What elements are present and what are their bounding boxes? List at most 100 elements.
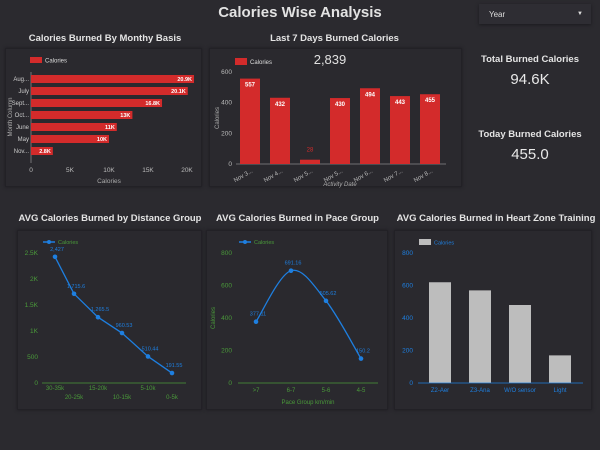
y-tick-label: Nov... <box>14 149 30 155</box>
x-tick-label: Nov 3... <box>233 168 254 184</box>
x-tick-label: Nov 5... <box>293 168 314 184</box>
legend-label: Calories <box>45 59 67 65</box>
data-point <box>95 314 101 320</box>
legend-marker <box>243 240 247 244</box>
data-point <box>323 298 329 304</box>
data-label: 191.55 <box>166 363 183 369</box>
y-tick-label: 800 <box>402 250 413 257</box>
x-tick-label: 10-15k <box>113 395 132 401</box>
y-tick-label: 0 <box>228 380 232 387</box>
x-tick-label: 15K <box>142 167 154 174</box>
y-tick-label: Sept... <box>12 101 30 107</box>
pace-chart-panel <box>206 230 388 410</box>
total-burned-value: 94.6K <box>510 71 550 88</box>
legend-label: Calories <box>434 241 454 247</box>
legend-swatch <box>235 58 247 65</box>
data-label: 2.8K <box>39 149 51 155</box>
data-point <box>145 354 151 359</box>
bar <box>330 98 350 164</box>
x-tick-label: W/O sensor <box>504 388 536 394</box>
legend-label: Calories <box>254 240 274 246</box>
x-tick-label: 10K <box>103 167 115 174</box>
legend-swatch <box>30 57 42 63</box>
x-tick-label: Z3-Ana <box>470 388 490 394</box>
bar <box>360 88 380 164</box>
y-tick-label: 400 <box>402 315 413 322</box>
bar <box>420 94 440 164</box>
y-tick-label: 400 <box>221 100 232 107</box>
data-label: 432 <box>275 102 286 108</box>
data-label: 430 <box>335 102 346 108</box>
y-tick-label: 600 <box>402 283 413 290</box>
y-tick-label: 500 <box>27 354 38 361</box>
y-tick-label: 800 <box>221 250 232 257</box>
data-point <box>71 291 77 297</box>
data-label: 20.9K <box>177 77 192 83</box>
page-title: Calories Wise Analysis <box>218 4 382 21</box>
bar <box>509 305 531 383</box>
bar <box>390 96 410 164</box>
x-tick-label: Light <box>553 388 566 394</box>
y-tick-label: 1.5K <box>25 302 39 309</box>
x-tick-label: 0 <box>29 167 33 174</box>
y-tick-label: 600 <box>221 69 232 76</box>
x-tick-label: Z2-Aer <box>431 388 449 394</box>
data-label: 691.16 <box>285 261 302 267</box>
bar <box>31 99 163 107</box>
x-tick-label: 5-6 <box>322 388 331 394</box>
data-point <box>119 330 125 336</box>
x-tick-label: Nov 7... <box>383 168 404 184</box>
caret-down-icon: ▼ <box>577 11 583 17</box>
year-filter-dropdown[interactable]: Year ▼ <box>479 4 591 24</box>
y-tick-label: May <box>18 137 29 143</box>
data-label: 2,427 <box>50 247 64 253</box>
x-tick-label: 0-5k <box>166 395 179 401</box>
y-axis-title: Calories <box>211 307 217 329</box>
y-tick-label: 200 <box>221 348 232 355</box>
total-burned-label: Total Burned Calories <box>480 54 579 65</box>
data-label: 16.8K <box>145 101 160 107</box>
x-tick-label: 20-25k <box>65 395 84 401</box>
y-axis-title: Month Column <box>8 97 14 136</box>
y-tick-label: July <box>18 89 29 95</box>
bar <box>300 159 320 164</box>
x-tick-label: >7 <box>253 388 261 394</box>
x-tick-label: 30-35k <box>46 386 65 392</box>
x-tick-label: 20K <box>181 167 193 174</box>
today-burned-value: 455.0 <box>511 146 549 163</box>
today-burned-label: Today Burned Calories <box>478 129 582 140</box>
data-point <box>169 370 175 376</box>
bar <box>240 78 260 164</box>
bar <box>469 290 491 383</box>
x-axis-title: Calories <box>97 178 122 185</box>
legend-label: Calories <box>250 60 272 66</box>
bar <box>429 282 451 383</box>
heartzone-chart-title: AVG Calories Burned in Heart Zone Traini… <box>396 213 596 224</box>
data-label: 960.53 <box>116 323 133 329</box>
y-tick-label: 0 <box>409 380 413 387</box>
data-label: 377.11 <box>250 312 266 318</box>
legend-label: Calories <box>58 240 78 246</box>
bar <box>270 97 290 164</box>
x-tick-label: Nov 4... <box>263 168 284 184</box>
data-point <box>52 254 58 260</box>
data-point <box>253 319 259 325</box>
x-axis-title: Activity Date <box>322 182 357 188</box>
y-tick-label: Aug... <box>13 77 29 83</box>
y-tick-label: 200 <box>221 130 232 137</box>
data-label: 10K <box>97 137 107 143</box>
data-label: 455 <box>425 98 436 104</box>
data-label: 505.62 <box>320 291 337 297</box>
series-line <box>54 256 173 374</box>
y-tick-label: 600 <box>221 283 232 290</box>
data-label: 20.1K <box>171 89 186 95</box>
data-label: 494 <box>365 92 376 98</box>
data-label: 557 <box>245 83 256 89</box>
data-point <box>288 268 294 273</box>
x-tick-label: 5K <box>66 167 75 174</box>
x-tick-label: 15-20k <box>89 386 108 392</box>
data-label: 1,265.5 <box>91 307 109 313</box>
legend-marker <box>47 240 51 244</box>
last7days-total: 2,839 <box>313 52 347 67</box>
